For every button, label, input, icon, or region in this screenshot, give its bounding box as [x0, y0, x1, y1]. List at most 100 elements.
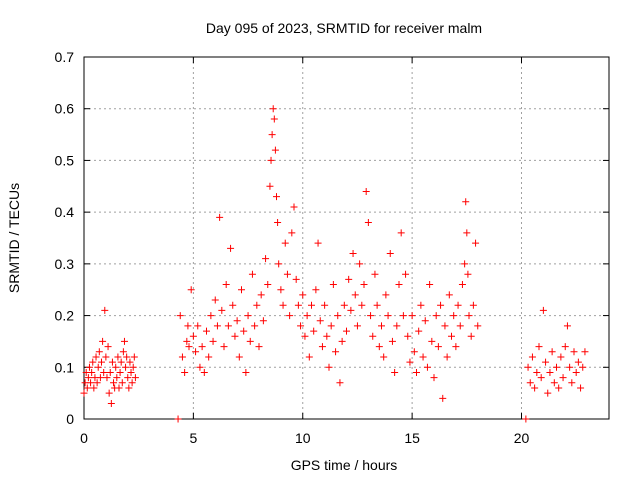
- data-point: [110, 379, 118, 387]
- data-point: [528, 353, 536, 361]
- data-point: [240, 327, 248, 335]
- data-point: [224, 322, 232, 330]
- data-point: [269, 105, 277, 113]
- data-point: [546, 368, 554, 376]
- data-point: [118, 379, 126, 387]
- data-point: [127, 368, 135, 376]
- data-point: [526, 379, 534, 387]
- data-point: [87, 379, 95, 387]
- data-point: [472, 239, 480, 247]
- data-point: [257, 291, 265, 299]
- data-point: [129, 363, 137, 371]
- data-point: [85, 363, 93, 371]
- data-point: [253, 301, 261, 309]
- data-point: [310, 327, 318, 335]
- data-point: [268, 131, 276, 139]
- data-point: [572, 368, 580, 376]
- data-point: [464, 270, 472, 278]
- y-tick-label: 0.6: [55, 101, 75, 117]
- data-point: [126, 358, 134, 366]
- data-point: [264, 281, 272, 289]
- data-point: [275, 260, 283, 268]
- data-point: [125, 384, 133, 392]
- data-point: [553, 363, 560, 371]
- data-point: [222, 281, 230, 289]
- data-point: [131, 374, 139, 382]
- data-point: [95, 348, 103, 356]
- data-point: [566, 363, 574, 371]
- data-point: [259, 317, 267, 325]
- data-point: [334, 312, 342, 320]
- y-tick-label: 0.3: [55, 256, 75, 272]
- data-point: [103, 374, 111, 382]
- data-point: [312, 286, 320, 294]
- data-point: [88, 368, 96, 376]
- data-point: [371, 270, 379, 278]
- data-point: [107, 399, 115, 407]
- axis-ticks: 0 0.1 0.2 0.3 0.4 0.5 0.6 0.7 0 5 10 15 20: [55, 49, 609, 446]
- data-point: [574, 358, 582, 366]
- data-point: [563, 322, 571, 330]
- data-point: [544, 389, 552, 397]
- data-point: [235, 353, 243, 361]
- data-point: [367, 312, 375, 320]
- data-point: [356, 260, 364, 268]
- data-point: [209, 337, 217, 345]
- data-point: [183, 337, 191, 345]
- data-point: [358, 301, 366, 309]
- data-point: [469, 301, 477, 309]
- data-point: [463, 229, 471, 237]
- data-point: [231, 332, 239, 340]
- data-point: [369, 332, 377, 340]
- data-point: [550, 379, 558, 387]
- data-point: [113, 374, 121, 382]
- data-point: [343, 327, 350, 335]
- data-point: [323, 332, 331, 340]
- data-point: [404, 332, 412, 340]
- data-point: [286, 312, 294, 320]
- data-point: [114, 353, 122, 361]
- data-point: [93, 379, 101, 387]
- data-point: [89, 358, 97, 366]
- data-point: [393, 322, 401, 330]
- x-tick-label: 5: [189, 430, 197, 446]
- y-tick-label: 0.5: [55, 152, 75, 168]
- data-point: [124, 374, 132, 382]
- plot-frame: [83, 56, 610, 420]
- data-point: [329, 281, 337, 289]
- y-tick-label: 0: [66, 411, 74, 427]
- data-point: [314, 239, 322, 247]
- data-point: [524, 363, 532, 371]
- data-point: [271, 146, 279, 154]
- data-point: [535, 343, 543, 351]
- data-point: [428, 337, 436, 345]
- data-point: [294, 301, 302, 309]
- data-point: [299, 291, 307, 299]
- data-point: [270, 115, 278, 123]
- data-point: [415, 327, 423, 335]
- data-point: [408, 312, 416, 320]
- data-point: [288, 229, 296, 237]
- data-point: [187, 286, 195, 294]
- data-point: [568, 379, 576, 387]
- data-point: [308, 301, 315, 309]
- data-point: [474, 322, 482, 330]
- data-point: [207, 312, 215, 320]
- data-point: [99, 337, 107, 345]
- x-axis-label: GPS time / hours: [291, 457, 398, 473]
- data-point: [437, 301, 445, 309]
- data-point: [248, 270, 256, 278]
- data-point: [386, 250, 394, 258]
- data-point: [349, 250, 357, 258]
- data-point: [297, 322, 305, 330]
- data-point: [406, 358, 414, 366]
- data-point: [338, 337, 346, 345]
- data-point: [362, 187, 370, 195]
- data-point: [301, 332, 309, 340]
- data-point: [277, 286, 285, 294]
- data-point: [557, 353, 565, 361]
- data-point: [456, 322, 464, 330]
- data-point: [332, 348, 340, 356]
- data-point: [579, 363, 587, 371]
- data-point: [397, 229, 405, 237]
